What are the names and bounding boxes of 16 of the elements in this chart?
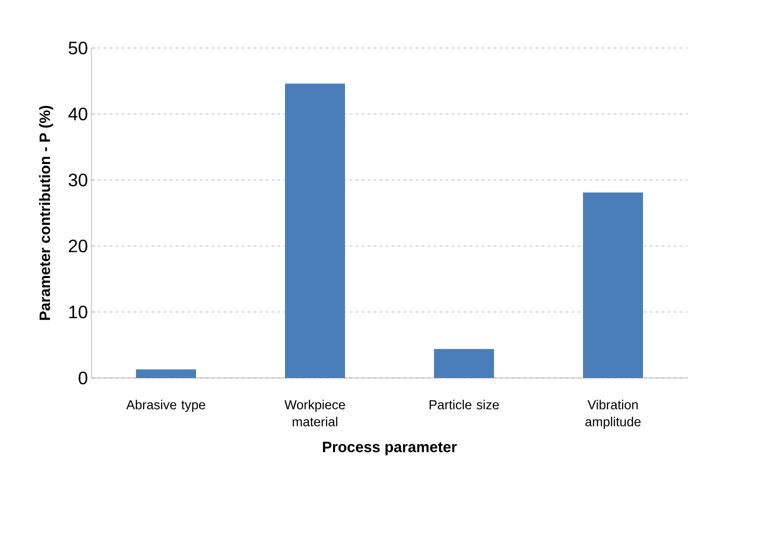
y-tick-label: 30: [68, 174, 88, 186]
y-axis-title: Parameter contribution - P (%): [39, 106, 54, 320]
y-tick-label: 0: [78, 372, 88, 384]
y-tick-label: 40: [68, 108, 88, 120]
y-tick-label: 10: [69, 306, 88, 318]
x-tick-label: Workpiece material: [284, 400, 346, 426]
x-tick-label: Abrasive type: [126, 400, 206, 412]
x-axis-title: Process parameter: [322, 442, 457, 456]
bar: [285, 84, 346, 378]
y-tick-label: 50: [68, 42, 88, 54]
bar: [583, 192, 643, 378]
y-tick-label: 20: [68, 240, 88, 252]
bar: [136, 369, 196, 378]
x-tick-label: Vibration amplitude: [585, 400, 641, 429]
x-tick-label: Particle size: [430, 400, 499, 410]
bar: [434, 348, 494, 378]
